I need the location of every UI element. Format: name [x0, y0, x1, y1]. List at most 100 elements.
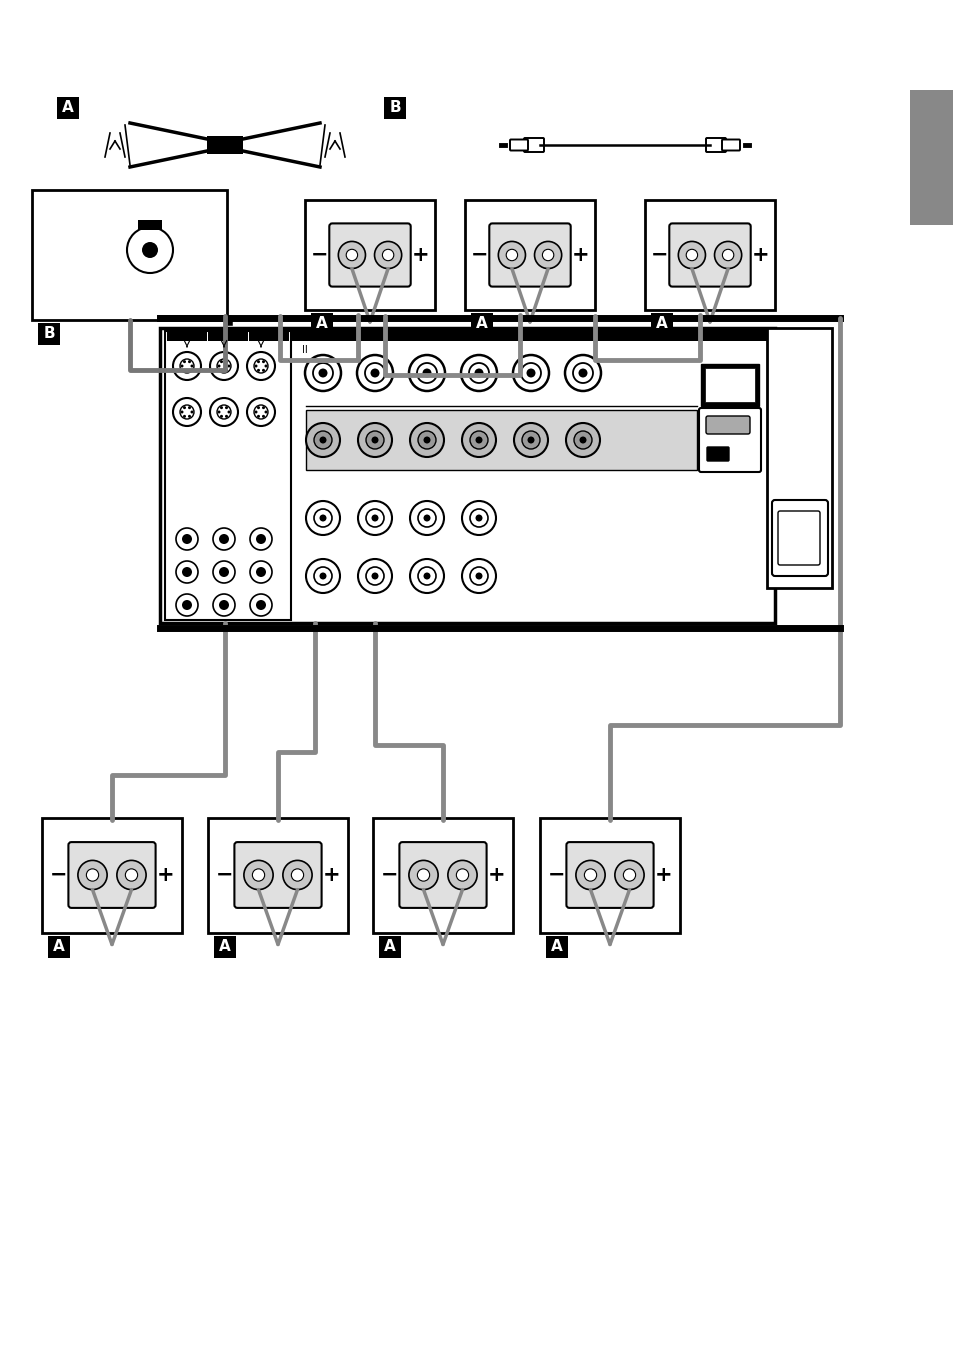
Circle shape	[306, 423, 339, 457]
Circle shape	[225, 360, 228, 364]
FancyBboxPatch shape	[248, 329, 774, 341]
Text: +: +	[322, 865, 340, 886]
FancyBboxPatch shape	[699, 408, 760, 472]
Circle shape	[127, 227, 172, 273]
FancyBboxPatch shape	[234, 842, 321, 909]
Circle shape	[180, 411, 183, 414]
Circle shape	[87, 869, 98, 882]
Circle shape	[254, 365, 257, 368]
Circle shape	[417, 566, 436, 585]
Circle shape	[180, 360, 193, 373]
Circle shape	[685, 249, 697, 261]
Circle shape	[422, 369, 431, 377]
Circle shape	[253, 406, 268, 419]
Text: A: A	[53, 940, 65, 955]
Circle shape	[416, 869, 429, 882]
Circle shape	[461, 423, 496, 457]
Circle shape	[410, 558, 443, 594]
Circle shape	[172, 352, 201, 380]
Circle shape	[475, 515, 482, 522]
Circle shape	[584, 869, 596, 882]
Circle shape	[470, 508, 488, 527]
Circle shape	[216, 406, 231, 419]
FancyBboxPatch shape	[311, 314, 333, 335]
Circle shape	[410, 423, 443, 457]
FancyBboxPatch shape	[48, 936, 70, 957]
FancyBboxPatch shape	[650, 314, 672, 335]
FancyBboxPatch shape	[489, 223, 570, 287]
FancyBboxPatch shape	[545, 936, 567, 957]
Text: +: +	[654, 865, 672, 886]
Circle shape	[371, 437, 378, 443]
Circle shape	[213, 529, 234, 550]
Circle shape	[573, 362, 593, 383]
Circle shape	[513, 356, 548, 391]
Text: −: −	[311, 245, 328, 265]
FancyBboxPatch shape	[700, 364, 759, 406]
FancyBboxPatch shape	[766, 329, 831, 588]
Text: −: −	[215, 865, 233, 886]
FancyBboxPatch shape	[249, 329, 289, 341]
Text: B: B	[389, 100, 400, 115]
Circle shape	[191, 411, 193, 414]
Circle shape	[527, 437, 534, 443]
Circle shape	[142, 242, 158, 258]
Circle shape	[346, 249, 357, 261]
FancyBboxPatch shape	[771, 500, 827, 576]
Circle shape	[183, 369, 186, 372]
Circle shape	[319, 515, 326, 522]
Circle shape	[542, 249, 553, 261]
Circle shape	[314, 431, 332, 449]
Text: A: A	[656, 316, 667, 331]
FancyBboxPatch shape	[705, 416, 749, 434]
Text: A: A	[384, 940, 395, 955]
FancyBboxPatch shape	[704, 368, 754, 402]
Circle shape	[564, 356, 600, 391]
FancyBboxPatch shape	[32, 191, 227, 320]
Circle shape	[520, 362, 540, 383]
Circle shape	[210, 352, 237, 380]
FancyBboxPatch shape	[909, 91, 953, 224]
Circle shape	[356, 356, 393, 391]
Text: A: A	[551, 940, 562, 955]
Circle shape	[370, 369, 379, 377]
Circle shape	[474, 369, 483, 377]
Circle shape	[423, 572, 430, 580]
Circle shape	[423, 515, 430, 522]
Circle shape	[254, 411, 257, 414]
Circle shape	[183, 406, 186, 410]
FancyBboxPatch shape	[523, 138, 543, 151]
Circle shape	[262, 415, 265, 418]
Circle shape	[217, 365, 220, 368]
Circle shape	[475, 437, 482, 443]
Circle shape	[180, 406, 193, 419]
Circle shape	[460, 356, 497, 391]
Circle shape	[182, 534, 192, 544]
Circle shape	[220, 369, 223, 372]
Circle shape	[213, 561, 234, 583]
Circle shape	[416, 362, 436, 383]
FancyBboxPatch shape	[213, 936, 235, 957]
Circle shape	[255, 600, 266, 610]
Circle shape	[255, 534, 266, 544]
FancyBboxPatch shape	[539, 818, 679, 933]
Circle shape	[318, 369, 327, 377]
FancyBboxPatch shape	[306, 410, 697, 470]
Circle shape	[253, 360, 268, 373]
Circle shape	[247, 352, 274, 380]
Circle shape	[213, 594, 234, 617]
FancyBboxPatch shape	[378, 936, 400, 957]
Circle shape	[461, 502, 496, 535]
FancyBboxPatch shape	[384, 97, 406, 119]
Circle shape	[225, 406, 228, 410]
Circle shape	[125, 869, 137, 882]
Circle shape	[470, 431, 488, 449]
Circle shape	[262, 369, 265, 372]
Circle shape	[264, 411, 267, 414]
Text: A: A	[315, 316, 328, 331]
FancyBboxPatch shape	[778, 511, 820, 565]
FancyBboxPatch shape	[644, 200, 774, 310]
FancyBboxPatch shape	[165, 331, 291, 621]
Circle shape	[253, 869, 264, 882]
Circle shape	[250, 594, 272, 617]
